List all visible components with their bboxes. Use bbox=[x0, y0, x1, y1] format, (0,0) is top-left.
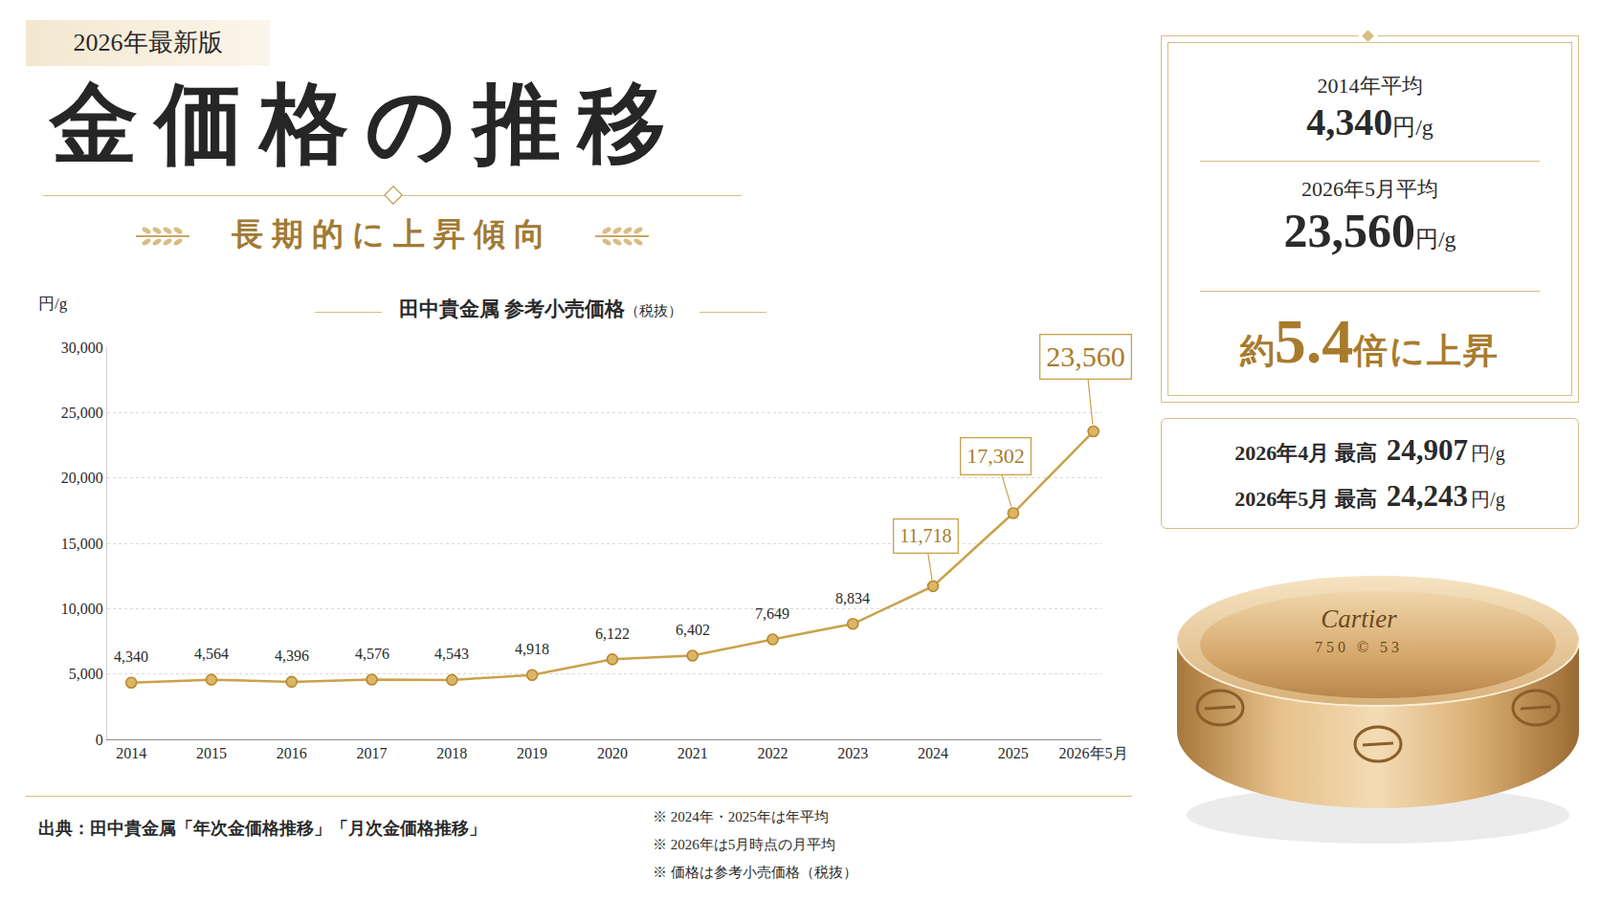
html-text:長期的に上昇傾向: 長期的に上昇傾向 bbox=[231, 217, 554, 252]
svg-text:2018: 2018 bbox=[436, 745, 467, 762]
svg-text:25,000: 25,000 bbox=[61, 404, 104, 422]
svg-text:2016: 2016 bbox=[276, 745, 308, 762]
svg-text:10,000: 10,000 bbox=[61, 600, 104, 618]
svg-text:2024: 2024 bbox=[917, 745, 949, 762]
html-text:2026年最新版: 2026年最新版 bbox=[73, 28, 223, 57]
svg-text:Cartier: Cartier bbox=[1320, 604, 1398, 634]
svg-text:11,718: 11,718 bbox=[899, 525, 952, 547]
svg-text:4,340: 4,340 bbox=[113, 648, 149, 666]
svg-text:5,000: 5,000 bbox=[68, 666, 104, 683]
svg-text:2020: 2020 bbox=[597, 745, 628, 762]
svg-text:2021: 2021 bbox=[677, 745, 709, 762]
html-text:田中貴金属 参考小売価格（税抜）: 田中貴金属 参考小売価格（税抜） bbox=[398, 297, 683, 321]
svg-text:4,576: 4,576 bbox=[355, 645, 390, 663]
html-text:※ 2026年は5月時点の月平均: ※ 2026年は5月時点の月平均 bbox=[652, 837, 836, 853]
html-text:※ 2024年・2025年は年平均: ※ 2024年・2025年は年平均 bbox=[652, 809, 829, 825]
html-text:円/g: 円/g bbox=[38, 294, 68, 313]
svg-text:4,396: 4,396 bbox=[274, 647, 310, 665]
svg-text:8,834: 8,834 bbox=[835, 590, 870, 607]
svg-text:4,918: 4,918 bbox=[514, 641, 550, 658]
html-text:出典：田中貴金属「年次金価格推移」「月次金価格推移」: 出典：田中貴金属「年次金価格推移」「月次金価格推移」 bbox=[38, 819, 487, 839]
svg-text:6,122: 6,122 bbox=[595, 625, 630, 643]
html-text:2026年4月 最高 24,907円/g: 2026年4月 最高 24,907円/g bbox=[1234, 433, 1505, 467]
svg-text:6,402: 6,402 bbox=[675, 622, 711, 639]
html-text:2014年平均: 2014年平均 bbox=[1317, 73, 1423, 98]
html-text:2026年5月平均: 2026年5月平均 bbox=[1301, 177, 1439, 201]
html-text:円/g: 円/g bbox=[1415, 226, 1457, 252]
svg-text:2015: 2015 bbox=[196, 745, 227, 762]
svg-text:2019: 2019 bbox=[516, 745, 548, 762]
svg-text:4,543: 4,543 bbox=[434, 645, 469, 663]
svg-text:2022: 2022 bbox=[756, 745, 788, 762]
html-text:4,340円/g: 4,340円/g bbox=[1306, 100, 1434, 144]
svg-text:23,560: 23,560 bbox=[1045, 340, 1126, 373]
svg-text:2017: 2017 bbox=[356, 745, 388, 762]
svg-text:2023: 2023 bbox=[837, 745, 868, 762]
svg-text:30,000: 30,000 bbox=[61, 339, 104, 356]
svg-text:20,000: 20,000 bbox=[61, 469, 104, 487]
html-text:※ 価格は参考小売価格（税抜）: ※ 価格は参考小売価格（税抜） bbox=[652, 865, 858, 881]
svg-text:2026年5月: 2026年5月 bbox=[1059, 745, 1129, 762]
html-text:約5.4倍に上昇: 約5.4倍に上昇 bbox=[1240, 306, 1500, 377]
svg-text:0: 0 bbox=[95, 732, 104, 749]
html-text:23,560: 23,560 bbox=[1283, 203, 1416, 258]
svg-text:17,302: 17,302 bbox=[966, 444, 1025, 468]
html-text:金価格の推移: 金価格の推移 bbox=[49, 75, 684, 174]
html-text:2026年5月 最高 24,243円/g: 2026年5月 最高 24,243円/g bbox=[1234, 479, 1505, 513]
svg-text:2025: 2025 bbox=[998, 745, 1029, 762]
svg-text:2014: 2014 bbox=[115, 745, 147, 762]
svg-text:750 © 53: 750 © 53 bbox=[1314, 639, 1403, 656]
svg-text:15,000: 15,000 bbox=[61, 535, 104, 553]
svg-text:7,649: 7,649 bbox=[755, 605, 790, 623]
svg-text:4,564: 4,564 bbox=[194, 645, 229, 663]
